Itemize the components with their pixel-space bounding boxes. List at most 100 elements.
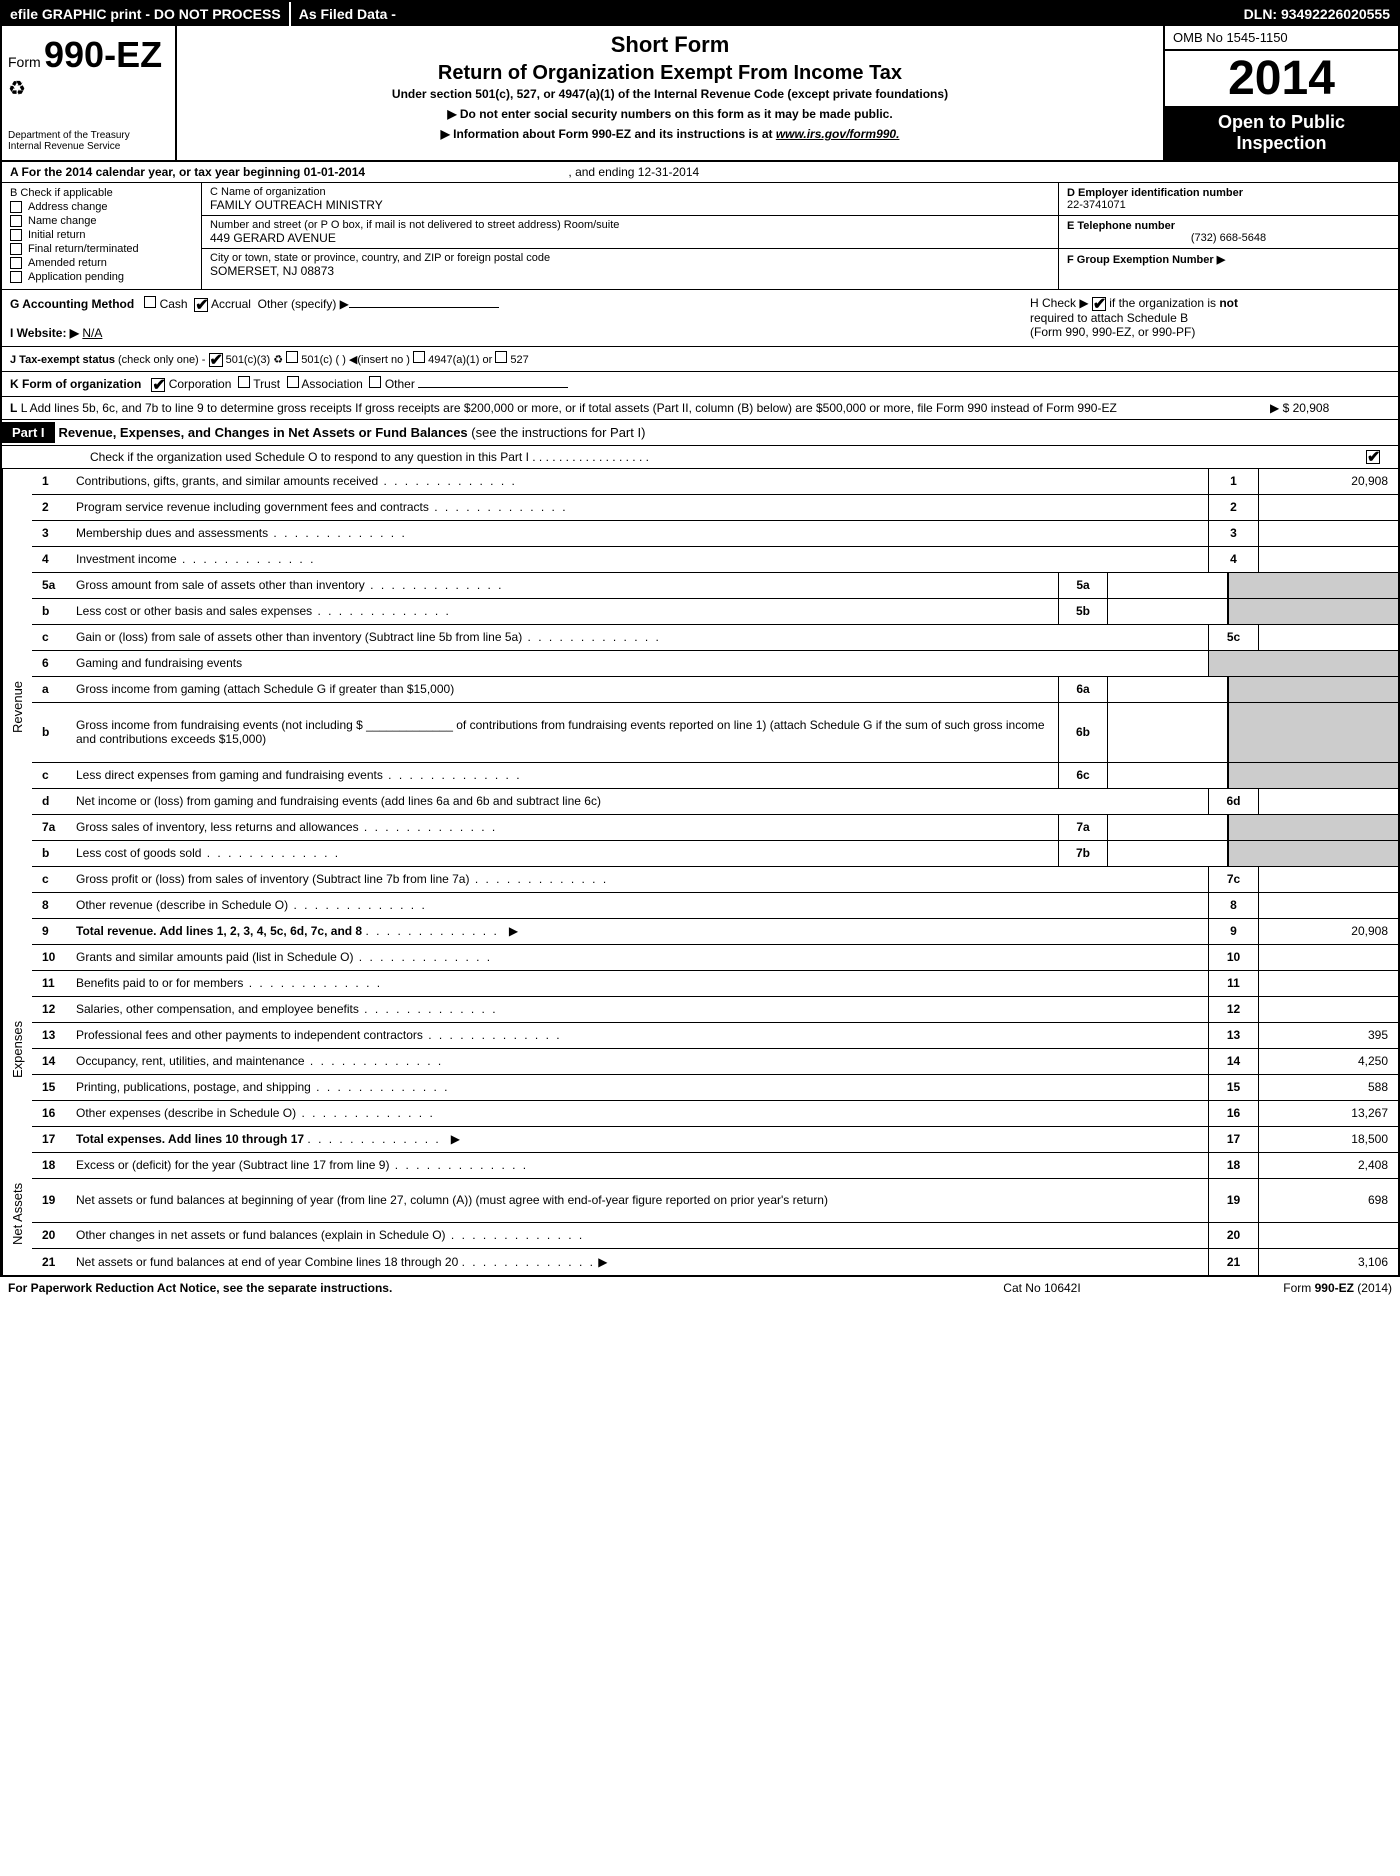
expenses-lines: 10 Grants and similar amounts paid (list… — [32, 945, 1398, 1153]
cb-label-4: Amended return — [28, 257, 107, 269]
part1-title: Revenue, Expenses, and Changes in Net As… — [55, 425, 646, 440]
header-mid: Short Form Return of Organization Exempt… — [177, 26, 1163, 160]
cb-accrual[interactable] — [194, 298, 208, 312]
line-5b: b Less cost or other basis and sales exp… — [32, 599, 1398, 625]
l11-rn: 11 — [1208, 971, 1258, 996]
sect-ein: D Employer identification number 22-3741… — [1059, 183, 1398, 216]
l14-desc: Occupancy, rent, utilities, and maintena… — [72, 1051, 1208, 1071]
cb-app-pending[interactable]: Application pending — [10, 271, 193, 283]
l9-rn: 9 — [1208, 919, 1258, 944]
l1-num: 1 — [32, 474, 72, 488]
l13-rv: 395 — [1258, 1023, 1398, 1048]
cb-527[interactable] — [495, 351, 507, 363]
phone-value: (732) 668-5648 — [1067, 232, 1390, 244]
l6c-spacer — [1228, 763, 1398, 788]
l20-num: 20 — [32, 1228, 72, 1242]
cb-final-return[interactable]: Final return/terminated — [10, 243, 193, 255]
l-text: L Add lines 5b, 6c, and 7b to line 9 to … — [21, 401, 1117, 415]
l9-rv: 20,908 — [1258, 919, 1398, 944]
l2-rv — [1258, 495, 1398, 520]
sect-org-name: C Name of organization FAMILY OUTREACH M… — [202, 183, 1058, 216]
sect-group-exempt: F Group Exemption Number ▶ — [1059, 249, 1398, 289]
l6d-rn: 6d — [1208, 789, 1258, 814]
ein-label: D Employer identification number — [1067, 187, 1390, 199]
cb-assoc[interactable] — [287, 376, 299, 388]
note-info: ▶ Information about Form 990-EZ and its … — [187, 127, 1153, 141]
dept2: Internal Revenue Service — [8, 141, 169, 152]
recycle-icon: ♻ — [8, 76, 169, 101]
group-exempt-label: F Group Exemption Number ▶ — [1067, 253, 1390, 266]
l10-rn: 10 — [1208, 945, 1258, 970]
l7b-inval — [1108, 841, 1228, 866]
l4-rn: 4 — [1208, 547, 1258, 572]
l15-num: 15 — [32, 1080, 72, 1094]
l7c-desc: Gross profit or (loss) from sales of inv… — [72, 869, 1208, 889]
l8-desc: Other revenue (describe in Schedule O) — [72, 895, 1208, 915]
l16-num: 16 — [32, 1106, 72, 1120]
l6-desc: Gaming and fundraising events — [72, 653, 1208, 673]
l-value: ▶ $ 20,908 — [1250, 401, 1390, 415]
l16-rv: 13,267 — [1258, 1101, 1398, 1126]
l10-num: 10 — [32, 950, 72, 964]
sect-phone: E Telephone number (732) 668-5648 — [1059, 216, 1398, 249]
line-3: 3 Membership dues and assessments 3 — [32, 521, 1398, 547]
cb-name-change[interactable]: Name change — [10, 215, 193, 227]
line-6d: d Net income or (loss) from gaming and f… — [32, 789, 1398, 815]
l6c-in: 6c — [1058, 763, 1108, 788]
topbar-left: efile GRAPHIC print - DO NOT PROCESS — [2, 2, 291, 26]
l8-rn: 8 — [1208, 893, 1258, 918]
l7a-desc: Gross sales of inventory, less returns a… — [72, 817, 1058, 837]
l14-num: 14 — [32, 1054, 72, 1068]
l5a-desc: Gross amount from sale of assets other t… — [72, 575, 1058, 595]
l6d-desc: Net income or (loss) from gaming and fun… — [72, 791, 1208, 811]
l9-desc: Total revenue. Add lines 1, 2, 3, 4, 5c,… — [72, 921, 1208, 941]
row-l: L L Add lines 5b, 6c, and 7b to line 9 t… — [2, 397, 1398, 420]
l5a-inval — [1108, 573, 1228, 598]
j-sub: (check only one) - — [118, 354, 205, 366]
cb-amended[interactable]: Amended return — [10, 257, 193, 269]
l3-num: 3 — [32, 526, 72, 540]
line-16: 16 Other expenses (describe in Schedule … — [32, 1101, 1398, 1127]
l17-desc: Total expenses. Add lines 10 through 17 … — [72, 1129, 1208, 1149]
cb-h-not-required[interactable] — [1092, 297, 1106, 311]
line-9: 9 Total revenue. Add lines 1, 2, 3, 4, 5… — [32, 919, 1398, 945]
l15-rn: 15 — [1208, 1075, 1258, 1100]
cb-4947[interactable] — [413, 351, 425, 363]
l6c-inval — [1108, 763, 1228, 788]
top-bar: efile GRAPHIC print - DO NOT PROCESS As … — [2, 2, 1398, 26]
l6b-in: 6b — [1058, 703, 1108, 762]
cb-address-change[interactable]: Address change — [10, 201, 193, 213]
l6b-inval — [1108, 703, 1228, 762]
cb-trust[interactable] — [238, 376, 250, 388]
cb-501c[interactable] — [286, 351, 298, 363]
line-13: 13 Professional fees and other payments … — [32, 1023, 1398, 1049]
footer-mid: Cat No 10642I — [892, 1281, 1192, 1295]
header-right: OMB No 1545-1150 2014 Open to Public Ins… — [1163, 26, 1398, 160]
h3: required to attach Schedule B — [1030, 311, 1188, 325]
h2: if the organization is — [1109, 296, 1219, 310]
open-public: Open to Public Inspection — [1165, 106, 1398, 160]
l21-num: 21 — [32, 1255, 72, 1269]
cb-other-org[interactable] — [369, 376, 381, 388]
line-6b: b Gross income from fundraising events (… — [32, 703, 1398, 763]
l1-desc: Contributions, gifts, grants, and simila… — [72, 471, 1208, 491]
cb-corp[interactable] — [151, 378, 165, 392]
l20-rv — [1258, 1223, 1398, 1248]
cb-initial-return[interactable]: Initial return — [10, 229, 193, 241]
netassets-lines: 18 Excess or (deficit) for the year (Sub… — [32, 1153, 1398, 1275]
side-expenses: Expenses — [2, 945, 32, 1153]
cb-schedule-o[interactable] — [1366, 450, 1380, 464]
irs-link[interactable]: www.irs.gov/form990. — [776, 127, 900, 141]
l13-desc: Professional fees and other payments to … — [72, 1025, 1208, 1045]
j-501c: 501(c) ( ) ◀(insert no ) — [301, 354, 410, 366]
cb-501c3[interactable] — [209, 353, 223, 367]
l5b-desc: Less cost or other basis and sales expen… — [72, 601, 1058, 621]
block-g-h: G Accounting Method Cash Accrual Other (… — [2, 290, 1398, 347]
l6b-desc: Gross income from fundraising events (no… — [72, 715, 1058, 749]
l20-rn: 20 — [1208, 1223, 1258, 1248]
l19-rn: 19 — [1208, 1179, 1258, 1222]
l5c-num: c — [32, 630, 72, 644]
line-5c: c Gain or (loss) from sale of assets oth… — [32, 625, 1398, 651]
l14-rn: 14 — [1208, 1049, 1258, 1074]
cb-cash[interactable] — [144, 296, 156, 308]
